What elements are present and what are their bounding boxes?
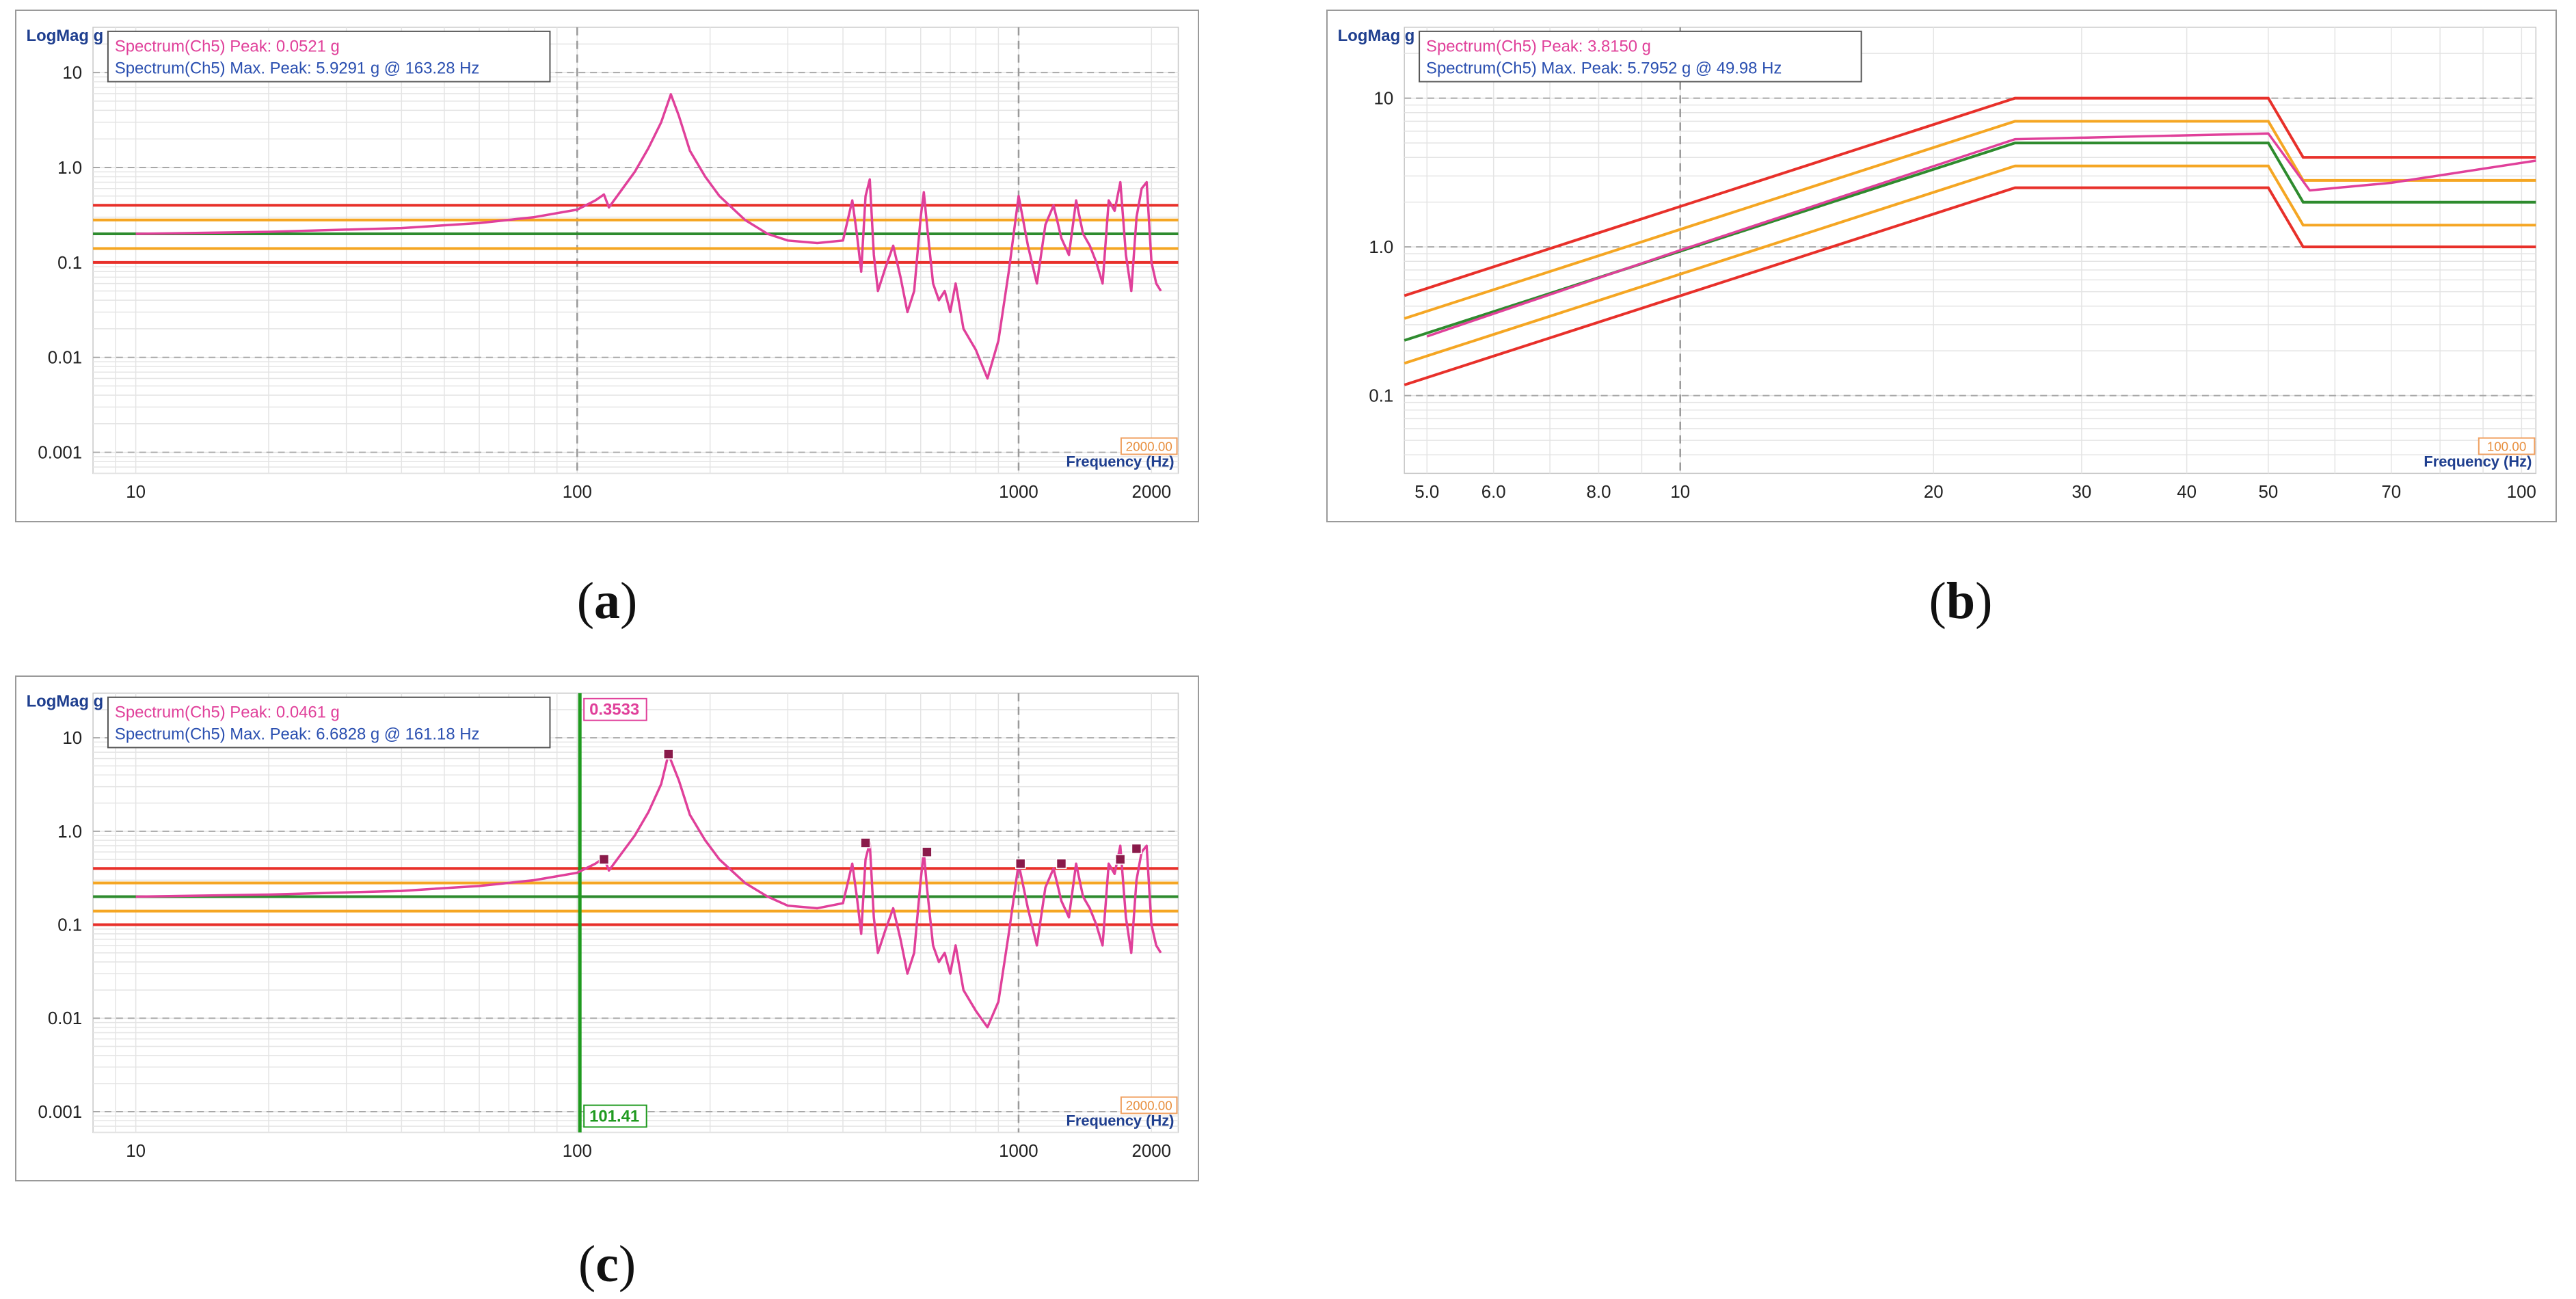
peak-marker <box>663 749 674 760</box>
y-tick-label: 10 <box>1374 90 1394 109</box>
limit-line <box>1404 142 2536 342</box>
x-tick-label: 1000 <box>999 483 1038 502</box>
peak-marker <box>598 854 610 865</box>
x-tick-label: 10 <box>126 1142 146 1161</box>
legend-max-peak: Spectrum(Ch5) Max. Peak: 5.9291 g @ 163.… <box>115 59 479 78</box>
peak-marker <box>1056 858 1067 869</box>
y-tick-label: 0.001 <box>38 444 82 463</box>
x-tick-label: 10 <box>126 483 146 502</box>
peak-marker <box>1114 854 1126 865</box>
peak-marker <box>1015 858 1026 869</box>
y-axis-label: LogMag g <box>27 27 104 45</box>
limit-line <box>1404 96 2536 297</box>
y-tick-label: 0.01 <box>48 1009 82 1028</box>
limit-line <box>1404 120 2536 320</box>
spectrum-trace <box>135 93 1162 380</box>
range-end-label: 2000.00 <box>1126 440 1172 455</box>
x-tick-label: 30 <box>2072 483 2092 502</box>
limit-line <box>1404 164 2536 365</box>
x-tick-label: 5.0 <box>1414 483 1439 502</box>
x-tick-label: 1000 <box>999 1142 1038 1161</box>
x-tick-label: 100 <box>563 1142 592 1161</box>
legend-peak: Spectrum(Ch5) Peak: 3.8150 g <box>1426 38 1651 56</box>
chart-panel-c: 0.3533 101.41 10 1.0 0.1 0.01 0.001 10 100 1000 20… <box>15 675 1199 1181</box>
cursor-value-box <box>583 697 647 721</box>
y-tick-label: 1.0 <box>57 159 82 178</box>
range-end-box <box>2478 437 2536 455</box>
spectrum-trace <box>135 753 1162 1029</box>
legend-max-peak: Spectrum(Ch5) Max. Peak: 5.7952 g @ 49.9… <box>1426 59 1782 78</box>
cursor-x-box <box>583 1104 647 1128</box>
range-end-label: 100.00 <box>2487 440 2527 455</box>
caption-b: (b) <box>1929 572 1993 630</box>
spectrum-chart-b: 10 1.0 0.1 5.0 6.0 8.0 10 20 30 40 50 70 100 LogMag g… <box>1338 27 2537 502</box>
y-tick-label: 0.001 <box>38 1103 82 1122</box>
x-tick-label: 100 <box>563 483 592 502</box>
x-tick-label: 10 <box>1670 483 1690 502</box>
x-tick-label: 2000 <box>1132 483 1172 502</box>
plot-area <box>92 27 1179 474</box>
peak-marker <box>860 838 871 848</box>
spectrum-trace <box>1426 132 2536 338</box>
y-tick-label: 0.1 <box>57 916 82 935</box>
cursor-value-label: 0.3533 <box>589 701 639 719</box>
spectrum-chart-c: 0.3533 101.41 10 1.0 0.1 0.01 0.001 10 100 1000 20… <box>27 693 1179 1161</box>
legend-box <box>1419 30 1862 83</box>
y-tick-label: 1.0 <box>1369 238 1393 257</box>
x-tick-label: 100 <box>2507 483 2536 502</box>
legend-box <box>107 30 551 83</box>
x-tick-label: 2000 <box>1132 1142 1172 1161</box>
caption-a: (a) <box>576 572 638 630</box>
x-tick-label: 8.0 <box>1587 483 1611 502</box>
plot-area <box>92 693 1179 1134</box>
y-tick-label: 10 <box>62 729 82 748</box>
y-tick-label: 10 <box>62 64 82 83</box>
cursor-x-label: 101.41 <box>589 1107 639 1125</box>
y-tick-label: 0.1 <box>1369 387 1393 406</box>
x-axis-label: Frequency (Hz) <box>1066 1112 1174 1129</box>
legend-peak: Spectrum(Ch5) Peak: 0.0521 g <box>115 38 340 56</box>
legend-max-peak: Spectrum(Ch5) Max. Peak: 6.6828 g @ 161.… <box>115 725 479 744</box>
limit-line <box>1404 186 2536 386</box>
x-tick-label: 50 <box>2259 483 2279 502</box>
caption-c: (c) <box>578 1235 636 1293</box>
legend-peak: Spectrum(Ch5) Peak: 0.0461 g <box>115 704 340 722</box>
y-tick-label: 0.01 <box>48 349 82 368</box>
y-axis-label: LogMag g <box>1338 27 1415 45</box>
peak-marker <box>1131 843 1142 855</box>
spectrum-chart-a: 10 1.0 0.1 0.01 0.001 10 100 1000 2000 LogMag g Fr… <box>27 27 1179 502</box>
legend-box <box>107 696 551 749</box>
y-axis-label: LogMag g <box>27 693 104 711</box>
plot-area <box>1404 27 2537 474</box>
peak-marker <box>922 846 933 857</box>
range-end-label: 2000.00 <box>1126 1099 1172 1114</box>
x-tick-label: 70 <box>2381 483 2401 502</box>
x-tick-label: 40 <box>2177 483 2197 502</box>
y-tick-label: 1.0 <box>57 822 82 842</box>
x-axis-label: Frequency (Hz) <box>2424 453 2532 470</box>
x-tick-label: 6.0 <box>1481 483 1506 502</box>
y-tick-label: 0.1 <box>57 254 82 273</box>
chart-panel-a: 10 1.0 0.1 0.01 0.001 10 100 1000 2000 LogMag g Fr… <box>15 10 1199 522</box>
x-tick-label: 20 <box>1924 483 1944 502</box>
range-end-box <box>1120 437 1178 455</box>
x-axis-label: Frequency (Hz) <box>1066 453 1175 470</box>
chart-panel-b: 10 1.0 0.1 5.0 6.0 8.0 10 20 30 40 50 70 100 LogMag g… <box>1326 10 2557 522</box>
range-end-box <box>1120 1096 1178 1114</box>
